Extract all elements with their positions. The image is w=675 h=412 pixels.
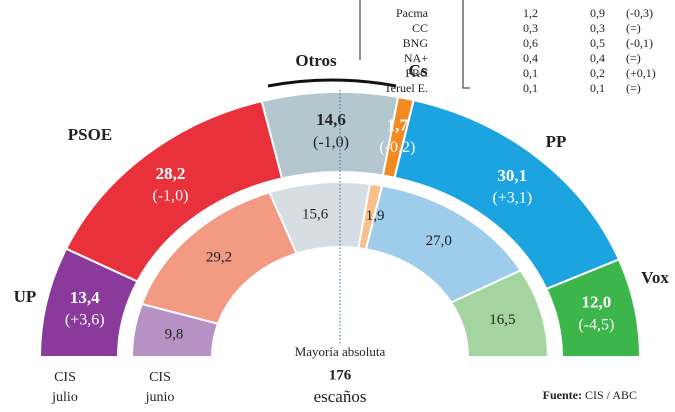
table-cell: 0,1 xyxy=(523,66,538,80)
value-label: 30,1 xyxy=(497,166,527,185)
value-label: 1,7 xyxy=(387,115,409,134)
table-cell: 0,3 xyxy=(523,21,538,35)
majority-unit: escaños xyxy=(314,387,367,406)
table-cell: (=) xyxy=(626,51,641,65)
otros-bracket xyxy=(267,78,397,88)
table-cell: NA+ xyxy=(404,51,428,65)
value-label: 27,0 xyxy=(426,233,452,249)
table-cell: 0,4 xyxy=(523,51,538,65)
segment xyxy=(449,269,550,358)
table-cell: (+0,1) xyxy=(626,66,656,80)
change-label: (-4,5) xyxy=(578,317,614,334)
table-cell: (-0,3) xyxy=(626,6,653,20)
table-cell: 0,3 xyxy=(590,21,605,35)
change-label: (+3,6) xyxy=(65,312,105,329)
series-label: CIS junio xyxy=(145,370,175,405)
table-cell: PRC xyxy=(405,66,428,80)
table-cell: (-0,1) xyxy=(626,36,653,50)
majority-value: 176 xyxy=(329,367,352,383)
party-name: PP xyxy=(546,132,567,151)
change-label: (-1,0) xyxy=(313,134,349,151)
table-cell: 0,2 xyxy=(590,66,605,80)
segment xyxy=(545,258,642,358)
table-cell: 1,2 xyxy=(523,6,538,20)
change-label: (-1,0) xyxy=(153,188,189,205)
party-name: Otros xyxy=(295,51,337,70)
value-label: 13,4 xyxy=(70,288,100,307)
table-cell: CC xyxy=(412,21,428,35)
source-label: Fuente: xyxy=(543,388,582,402)
value-label: 1,9 xyxy=(366,208,385,224)
value-label: 12,0 xyxy=(582,293,612,312)
value-label: 28,2 xyxy=(156,164,186,183)
party-name: Cs xyxy=(409,61,428,80)
table-cell: BNG xyxy=(403,36,429,50)
table-cell: 0,9 xyxy=(590,6,605,20)
table-cell: (=) xyxy=(626,81,641,95)
value-label: 16,5 xyxy=(489,312,515,328)
value-label: 14,6 xyxy=(316,110,346,129)
value-label: 29,2 xyxy=(206,250,232,266)
table-cell: Teruel E. xyxy=(384,81,428,95)
table-cell: (=) xyxy=(626,21,641,35)
value-label: 9,8 xyxy=(165,327,184,343)
change-label: (+3,1) xyxy=(492,190,532,207)
value-label: 15,6 xyxy=(302,207,329,223)
table-cell: 0,1 xyxy=(590,81,605,95)
party-name: Vox xyxy=(641,268,669,287)
source: CIS / ABC xyxy=(585,388,637,402)
table-cell: 0,1 xyxy=(523,81,538,95)
table-cell: 0,4 xyxy=(590,51,605,65)
table-cell: Pacma xyxy=(396,6,429,20)
table-cell: 0,6 xyxy=(523,36,538,50)
rings xyxy=(38,91,642,358)
series-label: CIS julio xyxy=(52,370,78,405)
party-name: UP xyxy=(14,287,37,306)
change-label: (-0,2) xyxy=(379,139,415,156)
majority-label: Mayoría absoluta xyxy=(295,344,386,359)
table-bracket xyxy=(462,0,470,89)
table-cell: 0,5 xyxy=(590,36,605,50)
party-name: PSOE xyxy=(68,125,112,144)
